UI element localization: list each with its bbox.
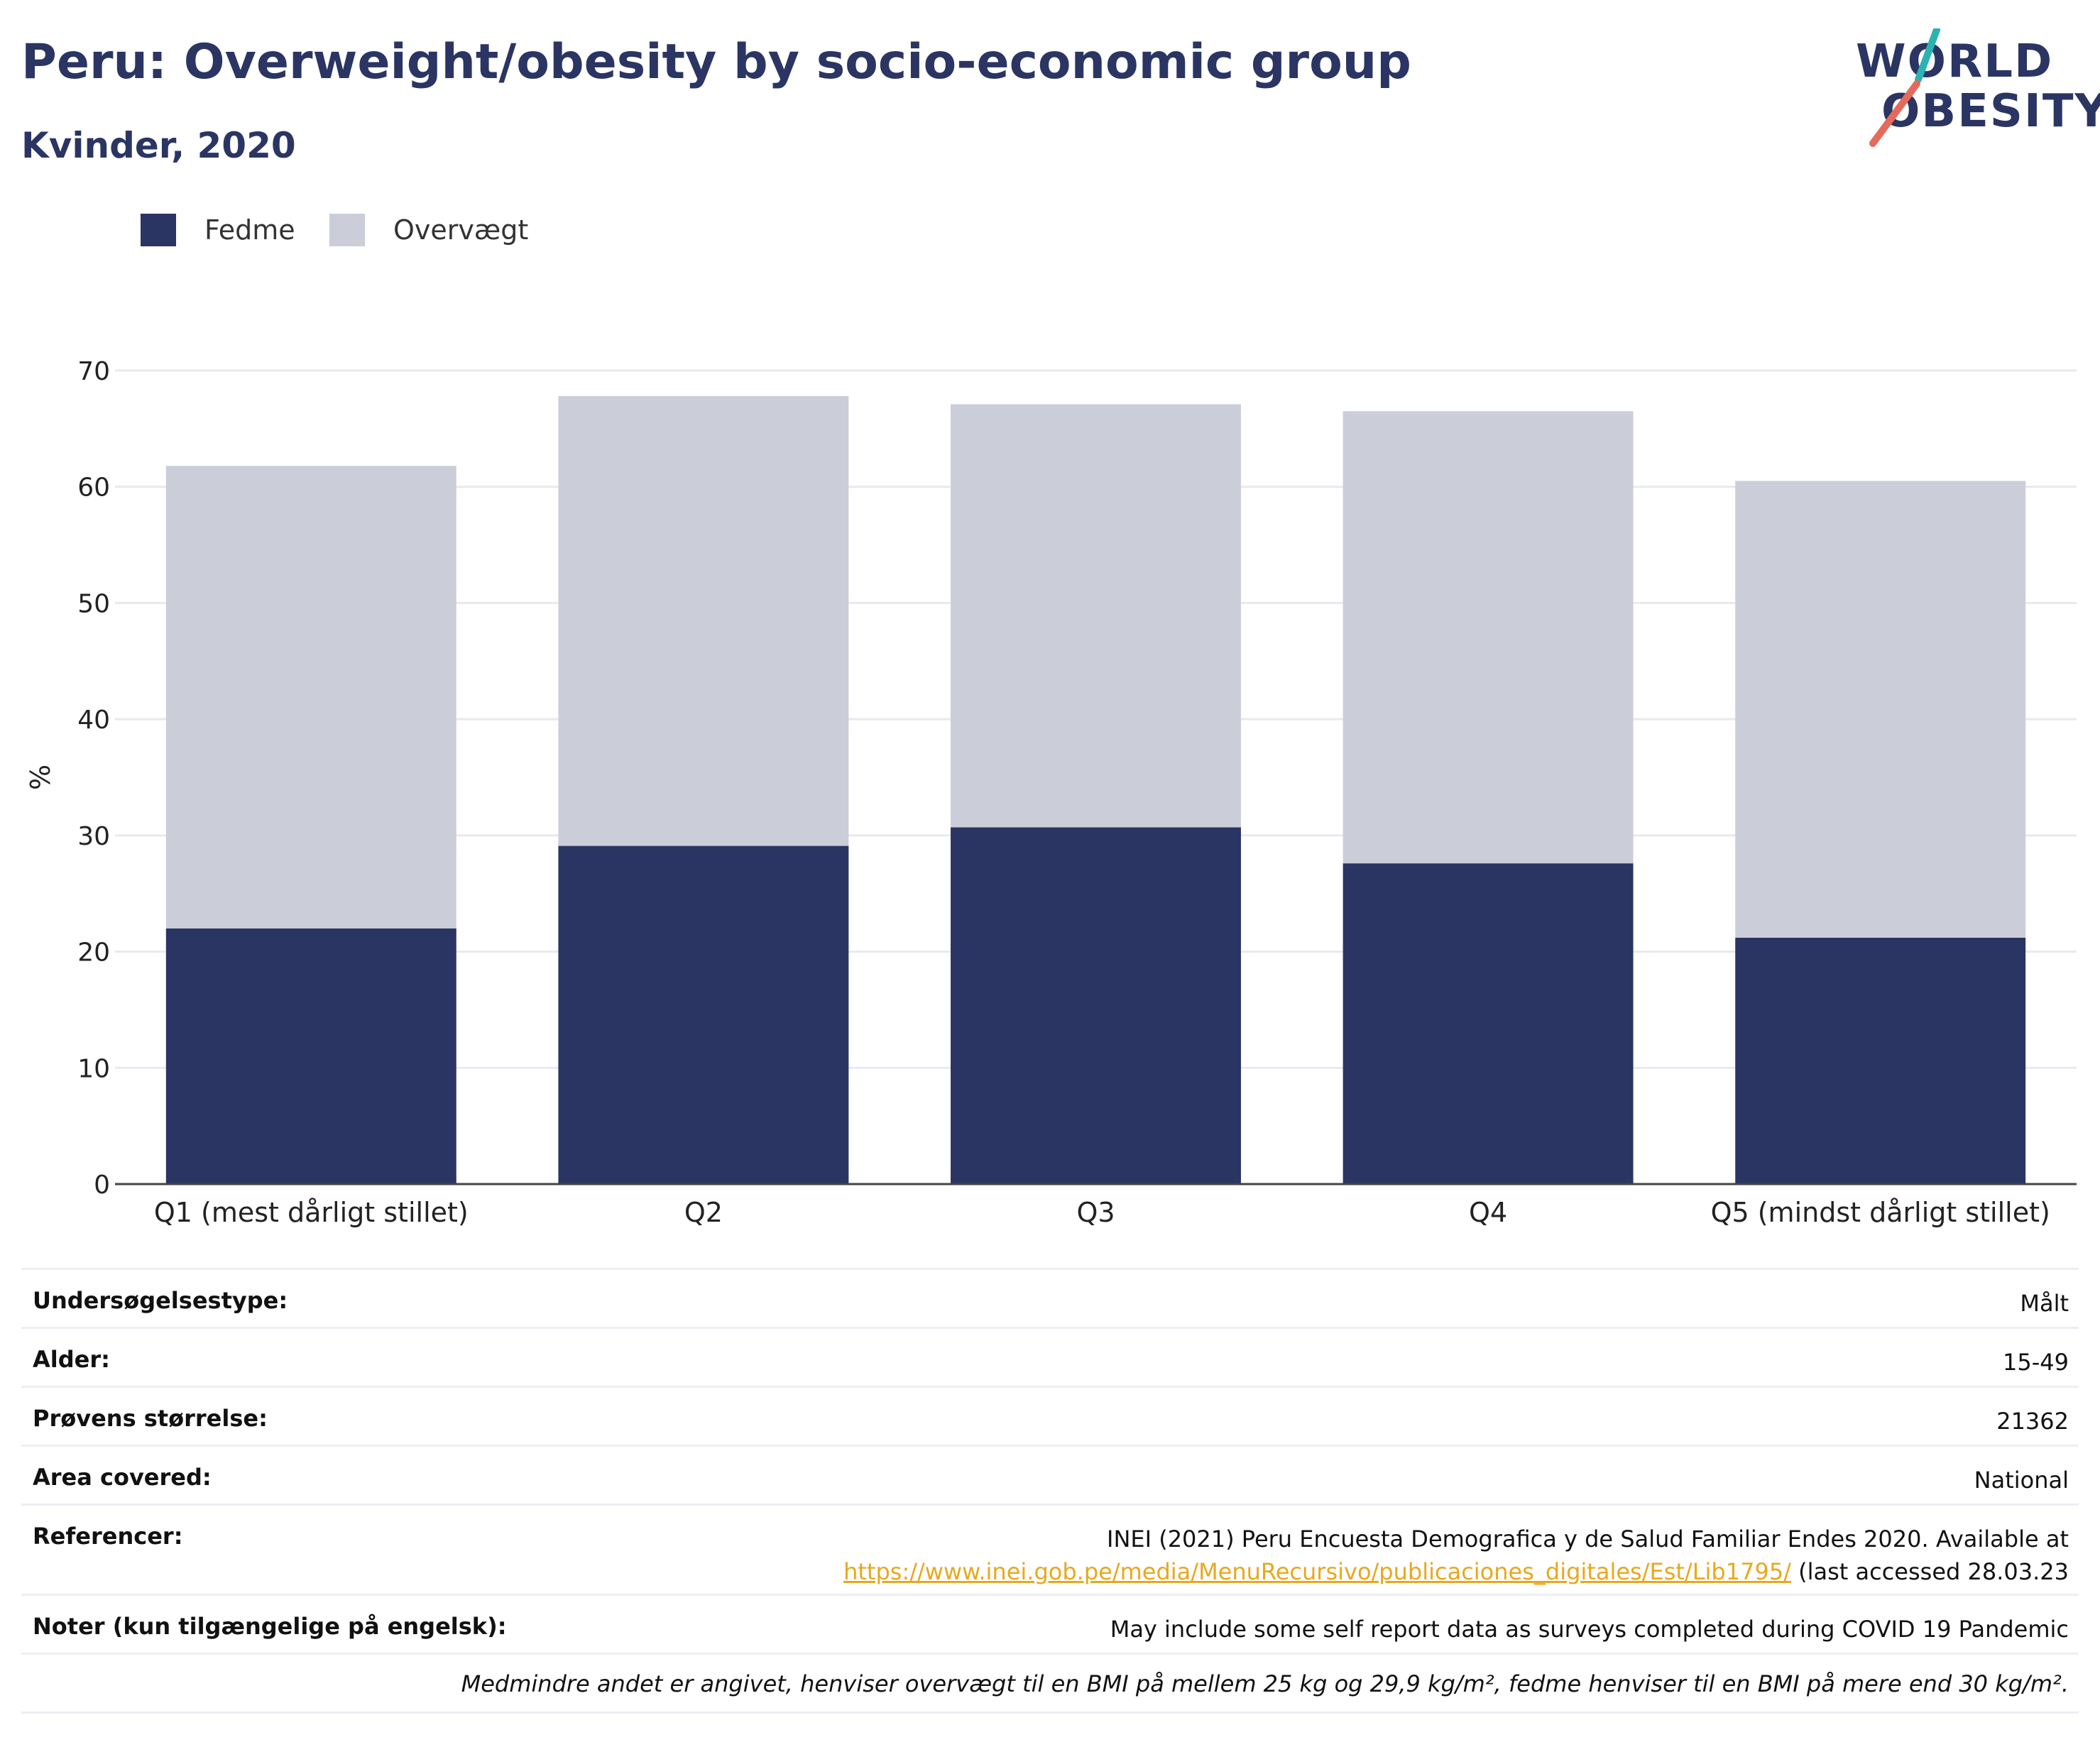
info-value: 21362 [1996, 1408, 2069, 1435]
y-tick-label: 0 [94, 1171, 110, 1200]
info-value: May include some self report data as sur… [1110, 1616, 2069, 1643]
bar-fedme [558, 845, 849, 1184]
info-row-age: Alder: 15-49 [21, 1327, 2079, 1386]
y-tick-label: 20 [77, 938, 110, 968]
info-key: Area covered: [33, 1464, 212, 1491]
bar-overvaegt [951, 404, 1241, 828]
y-tick-label: 10 [77, 1054, 110, 1083]
reference-link[interactable]: https://www.inei.gob.pe/media/MenuRecurs… [843, 1558, 1791, 1585]
x-tick-label: Q2 [684, 1197, 723, 1228]
info-value: INEI (2021) Peru Encuesta Demografica y … [843, 1523, 2069, 1588]
x-tick-label: Q1 (mest dårligt stillet) [154, 1197, 469, 1228]
logo-text-obesity: OBESITY [1881, 85, 2100, 138]
reference-text: INEI (2021) Peru Encuesta Demografica y … [1107, 1526, 2069, 1552]
bar-chart: 0 10 20 30 40 50 60 70% Q1 (mest dårligt stillet… [25, 357, 2077, 1228]
bar-fedme [951, 827, 1241, 1184]
y-tick-label: 70 [77, 357, 110, 386]
y-tick-label: 30 [77, 822, 110, 851]
info-key: Referencer: [33, 1523, 183, 1550]
bar-fedme [1735, 937, 2026, 1184]
bar-fedme [165, 928, 456, 1184]
info-value: Målt [2020, 1290, 2069, 1317]
chart-title: Peru: Overweight/obesity by socio-econom… [21, 34, 1411, 90]
bar-fedme [1342, 863, 1634, 1184]
info-row-area: Area covered: National [21, 1445, 2079, 1504]
bar-overvaegt [1342, 411, 1634, 864]
bar-overvaegt [558, 396, 849, 846]
reference-tail: (last accessed 28.03.23 [1790, 1558, 2069, 1585]
bar-overvaegt [1735, 481, 2026, 938]
world-obesity-logo: WORLD OBESITY [1846, 28, 2100, 153]
x-tick-label: Q3 [1076, 1197, 1115, 1228]
x-tick-label: Q5 (mindst dårligt stillet) [1711, 1197, 2050, 1228]
info-value: National [1974, 1467, 2069, 1494]
info-table: Undersøgelsestype: Målt Alder: 15-49 Prø… [21, 1268, 2079, 1714]
legend-item-fedme[interactable]: Fedme [141, 210, 295, 250]
footnote: Medmindre andet er angivet, henviser ove… [461, 1670, 2069, 1697]
footnote-row: Medmindre andet er angivet, henviser ove… [21, 1653, 2079, 1714]
legend-swatch-overvaegt [329, 214, 365, 246]
info-row-survey-type: Undersøgelsestype: Målt [21, 1268, 2079, 1327]
y-axis-label: % [25, 765, 56, 790]
legend-label-fedme: Fedme [204, 214, 295, 246]
info-key: Noter (kun tilgængelige på engelsk): [33, 1613, 507, 1640]
legend-swatch-fedme [141, 214, 176, 246]
x-tick-label: Q4 [1469, 1197, 1507, 1228]
info-key: Prøvens størrelse: [33, 1405, 268, 1432]
y-tick-label: 60 [77, 473, 110, 503]
info-value: 15-49 [2003, 1349, 2069, 1376]
y-tick-label: 50 [77, 589, 110, 618]
logo-text-world: WORLD [1856, 35, 2054, 88]
logo-slash-icon [1869, 28, 1940, 147]
info-row-references: Referencer: INEI (2021) Peru Encuesta De… [21, 1504, 2079, 1594]
legend-label-overvaegt: Overvægt [393, 214, 529, 246]
legend-item-overvaegt[interactable]: Overvægt [329, 210, 528, 250]
y-tick-label: 40 [77, 706, 110, 735]
info-key: Alder: [33, 1346, 110, 1373]
info-key: Undersøgelsestype: [33, 1287, 288, 1314]
info-row-sample-size: Prøvens størrelse: 21362 [21, 1386, 2079, 1445]
info-row-notes: Noter (kun tilgængelige på engelsk): May… [21, 1594, 2079, 1653]
chart-subtitle: Kvinder, 2020 [21, 125, 296, 166]
bar-overvaegt [165, 466, 456, 929]
